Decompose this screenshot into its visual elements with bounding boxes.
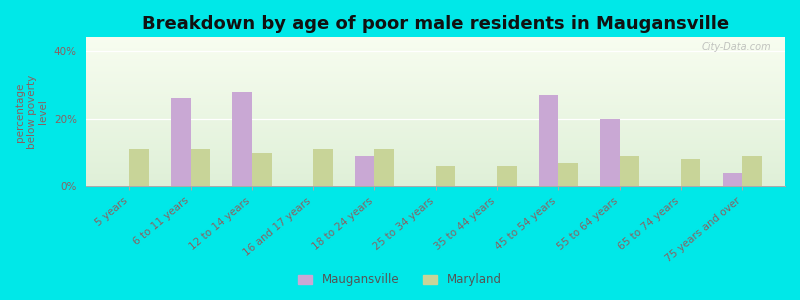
Text: City-Data.com: City-Data.com	[702, 42, 771, 52]
Bar	[313, 149, 333, 187]
Bar	[171, 98, 190, 187]
Bar	[558, 163, 578, 187]
Bar	[130, 149, 149, 187]
Bar	[355, 156, 374, 187]
Bar	[619, 156, 639, 187]
Bar	[190, 149, 210, 187]
Bar	[600, 119, 619, 187]
Bar	[722, 173, 742, 187]
Bar	[374, 149, 394, 187]
Title: Breakdown by age of poor male residents in Maugansville: Breakdown by age of poor male residents …	[142, 15, 730, 33]
Y-axis label: percentage
below poverty
level: percentage below poverty level	[15, 75, 48, 149]
Legend: Maugansville, Maryland: Maugansville, Maryland	[294, 269, 506, 291]
Bar	[232, 92, 252, 187]
Bar	[497, 166, 517, 187]
Bar	[742, 156, 762, 187]
Bar	[538, 95, 558, 187]
Bar	[681, 159, 701, 187]
Bar	[252, 153, 271, 187]
Bar	[436, 166, 455, 187]
